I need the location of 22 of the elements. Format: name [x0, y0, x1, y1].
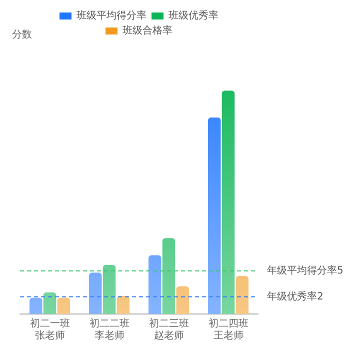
bar [116, 296, 130, 314]
bar [222, 90, 235, 314]
x-tick-label: 初二三班赵老师 [148, 318, 189, 342]
bar [29, 298, 42, 314]
bar [148, 255, 162, 314]
bar [43, 292, 56, 314]
legend-label: 班级平均得分率 [76, 10, 146, 22]
x-tick-label: 初二一班张老师 [30, 318, 70, 342]
bar [208, 117, 221, 314]
bar [102, 264, 116, 314]
legend-label: 班级合格率 [122, 24, 172, 37]
ref-line-label: 年级优秀率2 [267, 290, 324, 302]
text: 分数 [12, 28, 32, 41]
x-tick-label: 初二二班李老师 [89, 318, 130, 342]
legend-label: 班级优秀率 [168, 10, 218, 22]
bar [162, 238, 176, 314]
bar [176, 286, 190, 314]
x-tick-label: 初二四班王老师 [208, 318, 248, 342]
bar [57, 298, 70, 314]
bar [88, 272, 102, 314]
ref-line-label: 年级平均得分率5 [267, 264, 344, 276]
bar [236, 276, 249, 314]
